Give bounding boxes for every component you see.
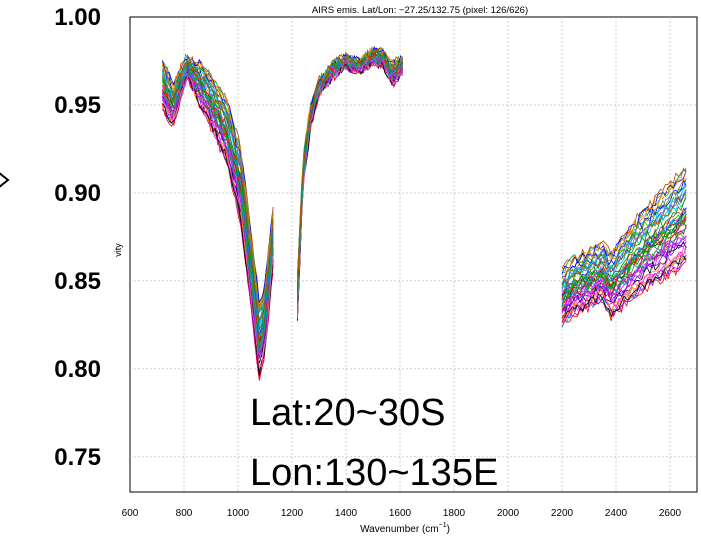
y-tick-label: 0.85: [54, 268, 101, 295]
x-tick-label: 1400: [335, 508, 358, 519]
series-line-40-band-3: [561, 241, 687, 312]
y-tick-labels: 1.00 0.95 0.90 0.85 0.80 0.75: [54, 4, 101, 471]
annotation-lon: Lon:130~135E: [250, 452, 498, 494]
x-tick-label: 2400: [605, 508, 628, 519]
series-line-30-band-3: [561, 188, 687, 291]
x-tick-labels: 600 800 1000 1200 1400 1600 1800 2000 2200 2400 26…: [122, 508, 682, 519]
series-line-24-band-3: [561, 254, 687, 323]
x-tick-label: 1600: [389, 508, 412, 519]
series-line-39-band-3: [561, 170, 687, 279]
x-axis-label-sup: −1: [439, 522, 447, 529]
series-line-48-band-1: [162, 60, 274, 322]
series-line-39-band-1: [162, 56, 274, 313]
series-line-45-band-3: [561, 245, 687, 320]
annotation-lat: Lat:20~30S: [250, 392, 445, 434]
series-line-48-band-3: [561, 193, 687, 287]
x-axis-label-main: Wavenumber (cm: [360, 524, 439, 535]
series-line-23-band-3: [561, 257, 687, 322]
x-tick-label: 1800: [443, 508, 466, 519]
y-tick-label: 0.75: [54, 444, 101, 471]
y-tick-label: 0.95: [54, 92, 101, 119]
series-line-41-band-2: [297, 51, 403, 289]
series-line-38-band-2: [297, 55, 403, 321]
x-axis-label-close: ): [447, 524, 450, 535]
series-group: [162, 45, 687, 381]
series-line-44-band-3: [561, 179, 687, 283]
series-line-41-band-1: [162, 61, 274, 332]
x-tick-label: 800: [176, 508, 193, 519]
y-tick-label: 1.00: [54, 4, 101, 31]
series-line-48-band-2: [297, 49, 404, 295]
x-tick-label: 2200: [551, 508, 574, 519]
chart-title: AIRS emis. Lat/Lon: −27.25/132.75 (pixel…: [312, 5, 528, 16]
x-tick-label: 2000: [497, 508, 520, 519]
series-line-34-band-3: [561, 213, 687, 301]
series-line-31-band-3: [561, 168, 687, 274]
series-line-45-band-1: [162, 75, 274, 369]
x-tick-label: 600: [122, 508, 139, 519]
series-line-47-band-3: [561, 227, 687, 309]
series-line-47-band-1: [162, 70, 274, 353]
series-line-42-band-3: [561, 224, 687, 310]
series-line-37-band-3: [561, 194, 687, 288]
y-axis-label: vity: [113, 243, 123, 257]
series-line-44-band-1: [162, 59, 274, 313]
y-tick-label: 0.90: [54, 180, 101, 207]
series-line-46-band-3: [561, 235, 687, 308]
series-line-32-band-3: [561, 207, 687, 295]
x-tick-label: 1000: [227, 508, 250, 519]
x-tick-label: 1200: [281, 508, 304, 519]
x-axis-label: Wavenumber (cm−1): [360, 522, 450, 535]
x-tick-label: 2600: [659, 508, 682, 519]
y-tick-label: 0.80: [54, 356, 101, 383]
arrow-marker: [0, 172, 10, 188]
series-line-27-band-3: [561, 192, 687, 286]
series-line-16-band-3: [561, 168, 687, 269]
series-line-46-band-2: [297, 53, 404, 311]
series-line-41-band-3: [561, 197, 687, 293]
series-line-35-band-3: [561, 170, 687, 275]
series-line-43-band-3: [561, 207, 687, 301]
